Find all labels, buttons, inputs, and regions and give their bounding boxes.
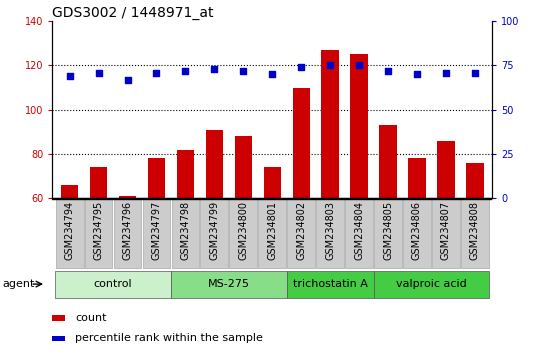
Bar <box>148 159 165 331</box>
Bar <box>114 199 141 268</box>
Text: GSM234801: GSM234801 <box>267 201 277 260</box>
Point <box>412 72 421 77</box>
Text: valproic acid: valproic acid <box>396 279 467 289</box>
Text: GSM234796: GSM234796 <box>123 201 133 260</box>
Text: GSM234808: GSM234808 <box>470 201 480 260</box>
Text: control: control <box>94 279 133 289</box>
Bar <box>321 50 339 331</box>
Bar <box>461 199 489 268</box>
Bar <box>90 167 107 331</box>
Bar <box>373 270 490 298</box>
Bar <box>56 199 84 268</box>
Point <box>152 70 161 75</box>
Bar <box>379 125 397 331</box>
Point <box>210 66 219 72</box>
Bar <box>263 167 281 331</box>
Bar <box>408 159 426 331</box>
Point <box>94 70 103 75</box>
Bar <box>229 199 257 268</box>
Bar <box>52 336 65 341</box>
Point <box>268 72 277 77</box>
Point <box>470 70 479 75</box>
Text: agent: agent <box>3 279 35 289</box>
Point <box>297 64 306 70</box>
Point <box>181 68 190 74</box>
Bar <box>287 270 373 298</box>
Bar <box>206 130 223 331</box>
Bar <box>258 199 286 268</box>
Bar <box>437 141 455 331</box>
Text: GSM234803: GSM234803 <box>325 201 335 260</box>
Bar <box>171 270 287 298</box>
Bar <box>177 150 194 331</box>
Bar <box>345 199 373 268</box>
Bar <box>55 270 171 298</box>
Text: GSM234799: GSM234799 <box>210 201 219 260</box>
Text: GDS3002 / 1448971_at: GDS3002 / 1448971_at <box>52 6 214 20</box>
Bar <box>293 88 310 331</box>
Bar <box>200 199 228 268</box>
Bar <box>61 185 78 331</box>
Text: MS-275: MS-275 <box>208 279 250 289</box>
Text: GSM234797: GSM234797 <box>151 201 162 260</box>
Point <box>355 63 364 68</box>
Bar <box>466 163 483 331</box>
Text: GSM234804: GSM234804 <box>354 201 364 260</box>
Point <box>442 70 450 75</box>
Text: GSM234795: GSM234795 <box>94 201 103 260</box>
Point <box>384 68 393 74</box>
Text: GSM234805: GSM234805 <box>383 201 393 260</box>
Point <box>326 63 334 68</box>
Bar <box>119 196 136 331</box>
Text: GSM234798: GSM234798 <box>180 201 190 260</box>
Bar <box>432 199 460 268</box>
Text: GSM234794: GSM234794 <box>64 201 75 260</box>
Bar <box>235 136 252 331</box>
Point <box>123 77 132 82</box>
Text: GSM234800: GSM234800 <box>238 201 248 260</box>
Bar <box>287 199 315 268</box>
Bar <box>316 199 344 268</box>
Bar <box>374 199 402 268</box>
Bar <box>52 315 65 320</box>
Bar <box>85 199 112 268</box>
Bar <box>142 199 170 268</box>
Bar <box>350 55 368 331</box>
Point <box>65 73 74 79</box>
Text: trichostatin A: trichostatin A <box>293 279 367 289</box>
Bar <box>172 199 199 268</box>
Text: GSM234807: GSM234807 <box>441 201 451 260</box>
Bar <box>403 199 431 268</box>
Text: GSM234802: GSM234802 <box>296 201 306 260</box>
Text: percentile rank within the sample: percentile rank within the sample <box>75 332 263 343</box>
Text: GSM234806: GSM234806 <box>412 201 422 260</box>
Point <box>239 68 248 74</box>
Text: count: count <box>75 313 107 322</box>
